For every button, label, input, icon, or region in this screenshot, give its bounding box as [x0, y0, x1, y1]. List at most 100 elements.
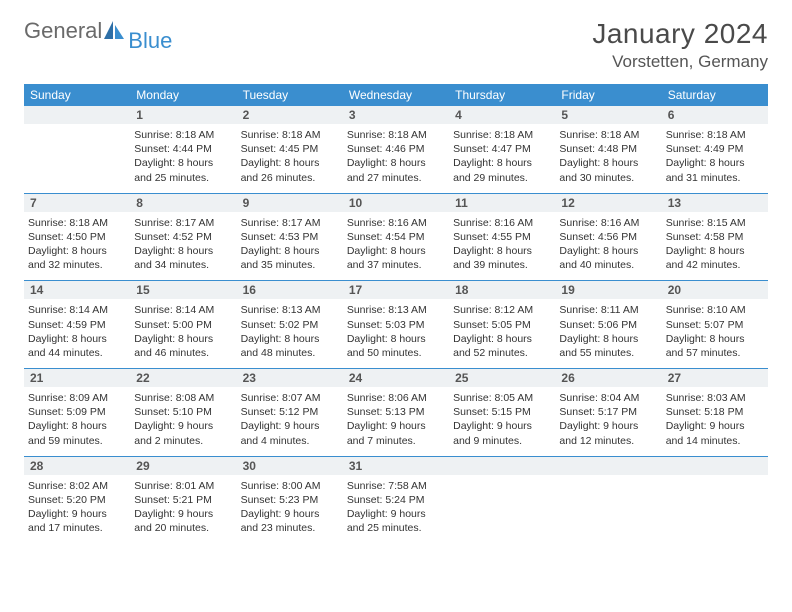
daylight-line: Daylight: 8 hours and 35 minutes. [241, 244, 339, 272]
day-cell-text: Sunrise: 8:01 AMSunset: 5:21 PMDaylight:… [134, 477, 232, 536]
day-header: Sunday [24, 84, 130, 106]
daylight-line: Daylight: 8 hours and 44 minutes. [28, 332, 126, 360]
day-cell: Sunrise: 8:08 AMSunset: 5:10 PMDaylight:… [130, 387, 236, 456]
day-cell-text: Sunrise: 8:04 AMSunset: 5:17 PMDaylight:… [559, 389, 657, 448]
daylight-line: Daylight: 8 hours and 50 minutes. [347, 332, 445, 360]
daylight-line: Daylight: 9 hours and 12 minutes. [559, 419, 657, 447]
day-number: 23 [237, 369, 343, 388]
day-number: 20 [662, 281, 768, 300]
sunrise-line: Sunrise: 8:12 AM [453, 303, 551, 317]
day-cell-text: Sunrise: 8:15 AMSunset: 4:58 PMDaylight:… [666, 214, 764, 273]
day-number: 15 [130, 281, 236, 300]
day-header: Thursday [449, 84, 555, 106]
sunset-line: Sunset: 5:06 PM [559, 318, 657, 332]
sunrise-line: Sunrise: 8:18 AM [347, 128, 445, 142]
daylight-line: Daylight: 9 hours and 4 minutes. [241, 419, 339, 447]
day-cell: Sunrise: 8:00 AMSunset: 5:23 PMDaylight:… [237, 475, 343, 544]
sunrise-line: Sunrise: 8:14 AM [134, 303, 232, 317]
daylight-line: Daylight: 9 hours and 9 minutes. [453, 419, 551, 447]
day-cell: Sunrise: 8:13 AMSunset: 5:02 PMDaylight:… [237, 299, 343, 368]
day-cell-text: Sunrise: 8:09 AMSunset: 5:09 PMDaylight:… [28, 389, 126, 448]
daylight-line: Daylight: 8 hours and 30 minutes. [559, 156, 657, 184]
sunrise-line: Sunrise: 8:07 AM [241, 391, 339, 405]
week-content-row: Sunrise: 8:09 AMSunset: 5:09 PMDaylight:… [24, 387, 768, 456]
sunset-line: Sunset: 5:18 PM [666, 405, 764, 419]
logo-text-blue: Blue [128, 28, 172, 54]
day-cell-text: Sunrise: 7:58 AMSunset: 5:24 PMDaylight:… [347, 477, 445, 536]
title-block: January 2024 Vorstetten, Germany [592, 18, 768, 72]
sunset-line: Sunset: 5:13 PM [347, 405, 445, 419]
header: General Blue January 2024 Vorstetten, Ge… [24, 18, 768, 72]
day-cell-text: Sunrise: 8:16 AMSunset: 4:54 PMDaylight:… [347, 214, 445, 273]
day-cell: Sunrise: 8:11 AMSunset: 5:06 PMDaylight:… [555, 299, 661, 368]
sunrise-line: Sunrise: 8:09 AM [28, 391, 126, 405]
daylight-line: Daylight: 9 hours and 7 minutes. [347, 419, 445, 447]
day-cell: Sunrise: 8:06 AMSunset: 5:13 PMDaylight:… [343, 387, 449, 456]
day-cell-text: Sunrise: 8:18 AMSunset: 4:47 PMDaylight:… [453, 126, 551, 185]
day-number: 9 [237, 193, 343, 212]
day-header: Monday [130, 84, 236, 106]
day-cell: Sunrise: 8:15 AMSunset: 4:58 PMDaylight:… [662, 212, 768, 281]
day-cell: Sunrise: 8:18 AMSunset: 4:47 PMDaylight:… [449, 124, 555, 193]
daylight-line: Daylight: 9 hours and 25 minutes. [347, 507, 445, 535]
day-cell-text [666, 477, 764, 479]
day-cell [555, 475, 661, 544]
week-daynum-row: 21222324252627 [24, 369, 768, 388]
sunset-line: Sunset: 4:58 PM [666, 230, 764, 244]
day-number: 19 [555, 281, 661, 300]
day-number: 21 [24, 369, 130, 388]
day-number: 6 [662, 106, 768, 124]
daylight-line: Daylight: 8 hours and 25 minutes. [134, 156, 232, 184]
daylight-line: Daylight: 8 hours and 40 minutes. [559, 244, 657, 272]
daylight-line: Daylight: 8 hours and 32 minutes. [28, 244, 126, 272]
daylight-line: Daylight: 8 hours and 37 minutes. [347, 244, 445, 272]
sunset-line: Sunset: 5:24 PM [347, 493, 445, 507]
sunrise-line: Sunrise: 8:16 AM [347, 216, 445, 230]
week-daynum-row: 14151617181920 [24, 281, 768, 300]
day-cell: Sunrise: 8:10 AMSunset: 5:07 PMDaylight:… [662, 299, 768, 368]
sunrise-line: Sunrise: 7:58 AM [347, 479, 445, 493]
sunset-line: Sunset: 4:53 PM [241, 230, 339, 244]
calendar-table: SundayMondayTuesdayWednesdayThursdayFrid… [24, 84, 768, 543]
day-cell: Sunrise: 8:16 AMSunset: 4:55 PMDaylight:… [449, 212, 555, 281]
day-cell-text: Sunrise: 8:18 AMSunset: 4:49 PMDaylight:… [666, 126, 764, 185]
week-content-row: Sunrise: 8:02 AMSunset: 5:20 PMDaylight:… [24, 475, 768, 544]
daylight-line: Daylight: 9 hours and 23 minutes. [241, 507, 339, 535]
day-cell-text: Sunrise: 8:00 AMSunset: 5:23 PMDaylight:… [241, 477, 339, 536]
week-content-row: Sunrise: 8:14 AMSunset: 4:59 PMDaylight:… [24, 299, 768, 368]
day-number: 22 [130, 369, 236, 388]
day-cell-text: Sunrise: 8:08 AMSunset: 5:10 PMDaylight:… [134, 389, 232, 448]
sunrise-line: Sunrise: 8:13 AM [347, 303, 445, 317]
sunset-line: Sunset: 5:23 PM [241, 493, 339, 507]
day-number: 17 [343, 281, 449, 300]
daylight-line: Daylight: 8 hours and 26 minutes. [241, 156, 339, 184]
sunrise-line: Sunrise: 8:18 AM [134, 128, 232, 142]
day-number: 26 [555, 369, 661, 388]
day-number [662, 456, 768, 475]
day-cell [449, 475, 555, 544]
logo-sail-icon [102, 19, 126, 41]
day-number: 24 [343, 369, 449, 388]
sunset-line: Sunset: 4:59 PM [28, 318, 126, 332]
day-cell: Sunrise: 8:14 AMSunset: 4:59 PMDaylight:… [24, 299, 130, 368]
day-cell: Sunrise: 7:58 AMSunset: 5:24 PMDaylight:… [343, 475, 449, 544]
sunset-line: Sunset: 4:49 PM [666, 142, 764, 156]
sunrise-line: Sunrise: 8:16 AM [453, 216, 551, 230]
sunrise-line: Sunrise: 8:00 AM [241, 479, 339, 493]
sunset-line: Sunset: 4:45 PM [241, 142, 339, 156]
day-number: 2 [237, 106, 343, 124]
sunset-line: Sunset: 5:10 PM [134, 405, 232, 419]
daylight-line: Daylight: 8 hours and 39 minutes. [453, 244, 551, 272]
sunrise-line: Sunrise: 8:05 AM [453, 391, 551, 405]
daylight-line: Daylight: 8 hours and 31 minutes. [666, 156, 764, 184]
day-cell: Sunrise: 8:16 AMSunset: 4:54 PMDaylight:… [343, 212, 449, 281]
day-cell-text [559, 477, 657, 479]
sunrise-line: Sunrise: 8:03 AM [666, 391, 764, 405]
day-cell-text: Sunrise: 8:18 AMSunset: 4:48 PMDaylight:… [559, 126, 657, 185]
day-cell-text: Sunrise: 8:18 AMSunset: 4:44 PMDaylight:… [134, 126, 232, 185]
day-number [24, 106, 130, 124]
daylight-line: Daylight: 9 hours and 2 minutes. [134, 419, 232, 447]
sunset-line: Sunset: 4:54 PM [347, 230, 445, 244]
day-cell-text: Sunrise: 8:10 AMSunset: 5:07 PMDaylight:… [666, 301, 764, 360]
day-number [449, 456, 555, 475]
